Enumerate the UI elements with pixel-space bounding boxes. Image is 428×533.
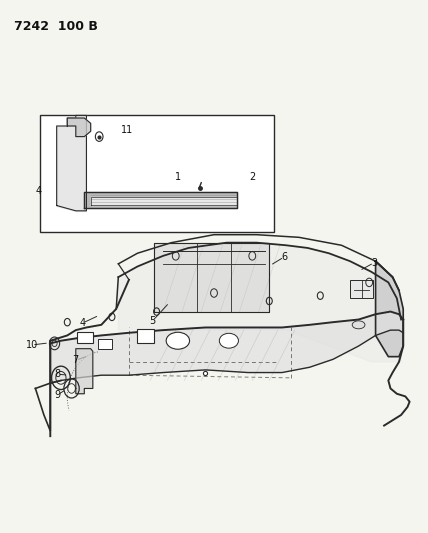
Text: 2: 2 bbox=[249, 172, 256, 182]
Polygon shape bbox=[76, 349, 93, 394]
Polygon shape bbox=[376, 261, 403, 357]
Polygon shape bbox=[84, 192, 238, 208]
Text: 10: 10 bbox=[26, 340, 38, 350]
Text: 4: 4 bbox=[36, 186, 42, 196]
Bar bbox=[98, 339, 112, 349]
Polygon shape bbox=[118, 243, 401, 362]
Bar bbox=[40, 115, 273, 232]
Polygon shape bbox=[50, 312, 403, 383]
Text: 9: 9 bbox=[54, 390, 61, 400]
Text: 1: 1 bbox=[175, 172, 181, 182]
Text: 7242  100 B: 7242 100 B bbox=[14, 20, 98, 33]
Text: 8: 8 bbox=[54, 369, 61, 379]
Bar bbox=[77, 332, 93, 343]
Polygon shape bbox=[67, 118, 91, 136]
Bar bbox=[350, 280, 374, 298]
Text: 11: 11 bbox=[121, 125, 133, 135]
Text: 6: 6 bbox=[281, 252, 287, 262]
Ellipse shape bbox=[352, 321, 365, 329]
Text: 5: 5 bbox=[149, 316, 155, 326]
Text: 3: 3 bbox=[371, 258, 377, 268]
Polygon shape bbox=[56, 115, 86, 211]
Polygon shape bbox=[91, 197, 238, 205]
Ellipse shape bbox=[166, 332, 190, 349]
Text: 4: 4 bbox=[79, 318, 85, 328]
Text: 7: 7 bbox=[73, 356, 79, 365]
Polygon shape bbox=[155, 243, 269, 312]
Bar bbox=[137, 328, 154, 343]
Ellipse shape bbox=[219, 333, 238, 348]
